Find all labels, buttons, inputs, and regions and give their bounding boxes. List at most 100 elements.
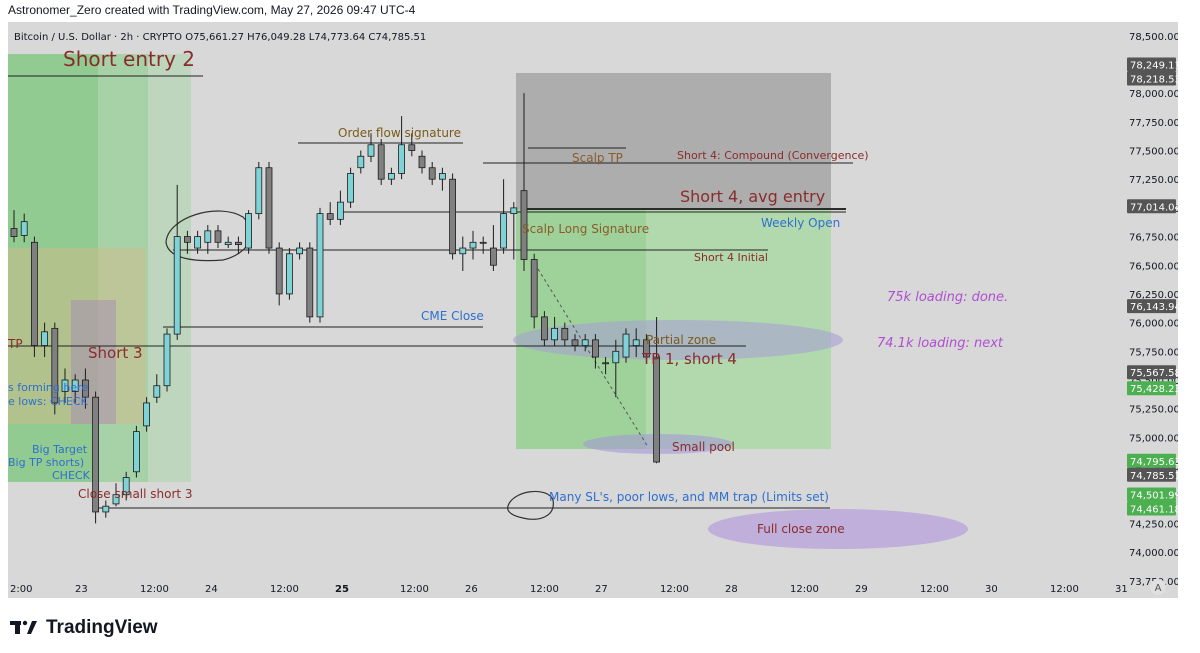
label-cme-close: CME Close (421, 309, 484, 323)
candle-body (255, 167, 263, 215)
candle-body (92, 396, 99, 513)
label-loading-done: 75k loading: done. (887, 290, 1008, 305)
candle-body (275, 247, 283, 295)
label-big-target: Big Target (32, 443, 88, 456)
candle-body (510, 207, 518, 215)
time-axis-tick: 31 (1115, 584, 1128, 595)
time-axis-tick: 12:00 (530, 584, 559, 595)
label-forming: s forming here (8, 381, 88, 394)
price-axis-tick: 77,250.00 (1129, 175, 1178, 186)
candle-body (653, 356, 660, 463)
candle-body (592, 339, 599, 358)
short-4-stop-zone (516, 73, 831, 209)
candle-body (377, 144, 385, 180)
price-axis-tick: 74,000.00 (1129, 548, 1178, 559)
symbol-info-line: Bitcoin / U.S. Dollar · 2h · CRYPTO O75,… (14, 32, 426, 43)
label-short4-compound: Short 4: Compound (Convergence) (677, 149, 869, 162)
label-big-tp: Big TP shorts) (8, 456, 84, 469)
tradingview-logo-icon (10, 620, 37, 634)
label-many-sl: Many SL's, poor lows, and MM trap (Limit… (549, 490, 829, 504)
candle-body (306, 247, 314, 318)
price-tag (1127, 71, 1176, 86)
candle-body (316, 213, 324, 318)
price-tag-label: 76,143.94 (1130, 302, 1178, 313)
candle-body (51, 327, 59, 404)
candlestick-chart[interactable]: Short entry 2 Order flow signature Scalp… (8, 22, 1178, 598)
candle-body (367, 144, 375, 157)
candle-body (459, 247, 467, 255)
price-axis-tick: 76,750.00 (1129, 233, 1178, 244)
candle-body (520, 190, 528, 260)
time-axis-tick: 23 (75, 584, 88, 595)
price-tag (1127, 299, 1176, 314)
label-short-3: Short 3 (88, 344, 143, 362)
candle-body (296, 247, 304, 255)
label-close-small: Close small short 3 (78, 487, 193, 501)
candle-body (602, 362, 609, 365)
price-tag-label: 78,249.11 (1130, 61, 1178, 72)
candle-body (153, 385, 161, 398)
candle-body (163, 333, 171, 387)
candle-body (20, 221, 28, 236)
candle-body (551, 327, 558, 341)
label-tp1: TP 1, short 4 (641, 350, 737, 368)
price-tag-label: 74,795.63 (1130, 457, 1178, 468)
label-short-entry-2: Short entry 2 (63, 47, 195, 71)
candle-body (347, 173, 355, 203)
label-lows-check: e lows: CHECK (8, 395, 89, 408)
time-axis-tick: 12:00 (270, 584, 299, 595)
time-axis-tick: 25 (335, 584, 349, 595)
candle-body (408, 144, 416, 151)
auto-scale-label[interactable]: A (1155, 583, 1162, 594)
label-weekly-open: Weekly Open (761, 216, 840, 230)
candle-body (245, 213, 253, 249)
price-tag (1127, 487, 1176, 502)
time-axis-tick: 27 (595, 584, 608, 595)
time-axis-tick: 2:00 (10, 584, 32, 595)
candle-body (326, 213, 334, 220)
price-axis-tick: 76,500.00 (1129, 261, 1178, 272)
candle-body (449, 178, 457, 255)
candle-body (541, 316, 548, 341)
label-short4-avg: Short 4, avg entry (680, 187, 825, 206)
label-full-close: Full close zone (757, 522, 845, 536)
label-order-flow: Order flow signature (338, 126, 461, 140)
candle-body (357, 155, 365, 169)
candle-body (418, 155, 426, 169)
candle-body (61, 379, 69, 392)
candle-body (387, 173, 395, 180)
candle-body (41, 331, 48, 346)
annotations-layer: Short entry 2 Order flow signature Scalp… (8, 47, 1008, 536)
price-tag (1127, 365, 1176, 380)
candle-body (82, 379, 89, 398)
time-axis-tick: 12:00 (920, 584, 949, 595)
price-tag-label: 78,218.53 (1130, 75, 1178, 86)
price-axis-tick: 75,750.00 (1129, 347, 1178, 358)
candle-body (10, 228, 18, 237)
price-tag-label: 75,567.58 (1130, 368, 1178, 379)
time-axis-tick: 24 (205, 584, 218, 595)
footer: TradingView (10, 614, 158, 642)
candle-body (571, 339, 579, 346)
candle-body (234, 241, 242, 245)
candles-layer (10, 93, 660, 524)
candle-body (336, 201, 344, 220)
attribution-text: Astronomer_Zero created with TradingView… (8, 3, 416, 17)
candle-body (204, 230, 212, 243)
auto-scale-button[interactable] (1150, 579, 1166, 595)
candle-body (398, 144, 406, 174)
chart-frame[interactable]: Short entry 2 Order flow signature Scalp… (8, 22, 1178, 598)
candle-body (194, 236, 202, 249)
price-tag (1127, 381, 1176, 396)
time-axis-tick: 12:00 (400, 584, 429, 595)
time-axis-tick: 26 (465, 584, 478, 595)
candle-body (428, 167, 436, 180)
candle-body (285, 253, 293, 295)
candle-body (489, 247, 497, 266)
price-axis-tick: 77,500.00 (1129, 147, 1178, 158)
time-axis[interactable]: 2:00 23 12:00 24 12:00 25 12:00 26 12:00 27 12:00 2… (10, 584, 1128, 595)
candle-body (112, 494, 120, 505)
label-check: CHECK (52, 469, 91, 482)
price-axis-tick: 78,500.00 (1129, 32, 1178, 43)
price-axis-tick: 74,250.00 (1129, 519, 1178, 530)
